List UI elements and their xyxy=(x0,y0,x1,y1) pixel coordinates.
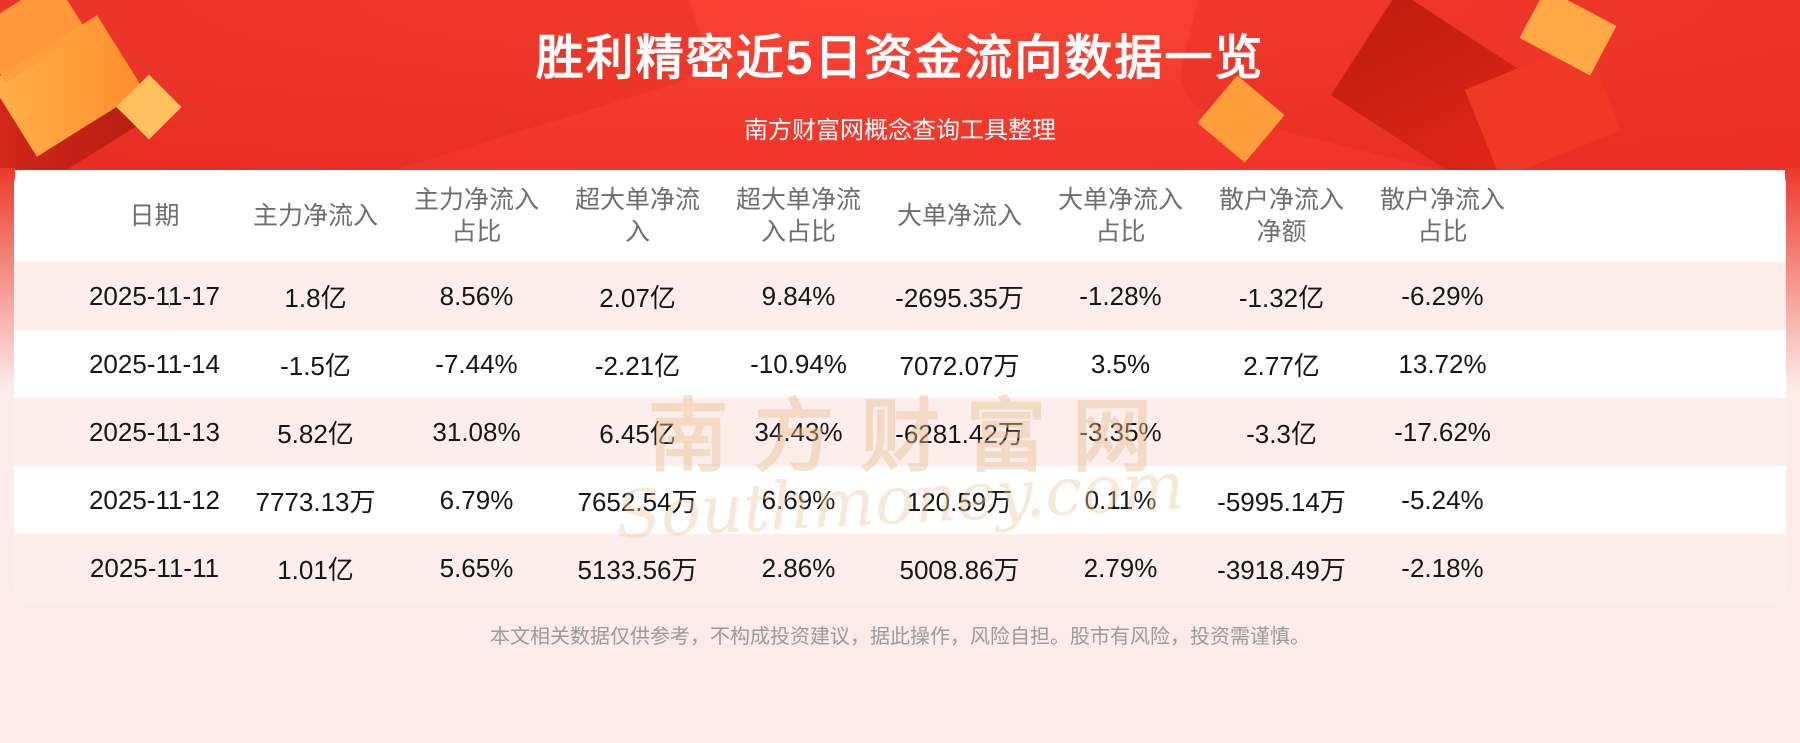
table-cell: 5.82亿 xyxy=(277,418,354,449)
column-header: 大单净流入 占比 xyxy=(1057,185,1183,247)
table-cell: -10.94% xyxy=(750,348,847,379)
table-cell: 2025-11-17 xyxy=(88,280,221,311)
table-header-row: 日期 主力净流入 主力净流入 占比 超大单净流 入超大单净流 入占比 大单净流入 大单净流… xyxy=(14,170,1786,262)
table-cell: 3.5% xyxy=(1090,348,1151,379)
table-cell: 2.79% xyxy=(1083,552,1158,583)
table-cell: -6.29% xyxy=(1401,280,1484,311)
column-header: 日期 xyxy=(129,201,180,230)
page-subtitle: 南方财富网概念查询工具整理 xyxy=(744,117,1056,144)
table-cell: -7.44% xyxy=(435,348,518,379)
fund-flow-table: 日期 主力净流入 主力净流入 占比 超大单净流 入超大单净流 入占比 大单净流入 大单净流… xyxy=(14,170,1786,602)
table-cell: -3.3亿 xyxy=(1246,418,1317,449)
table-cell: 2025-11-11 xyxy=(89,552,220,583)
table-cell: -1.5亿 xyxy=(280,350,351,381)
table-cell: 5133.56万 xyxy=(577,554,698,585)
table-cell: 7652.54万 xyxy=(577,486,698,517)
table-cell: -5.24% xyxy=(1401,484,1484,515)
column-header: 超大单净流 入 xyxy=(574,185,700,247)
table-cell: -5995.14万 xyxy=(1217,486,1346,517)
table-cell: 2.77亿 xyxy=(1243,350,1320,381)
table-cell: -2.18% xyxy=(1401,552,1484,583)
table-row: 2025-11-13 5.82亿 31.08% 6.45亿 34.43% -6281.42… xyxy=(14,398,1786,466)
table-cell: 6.69% xyxy=(761,484,836,515)
side-ribbon-left xyxy=(0,168,15,388)
table-cell: 2025-11-13 xyxy=(88,416,221,447)
table-cell: 31.08% xyxy=(432,416,521,447)
column-header: 主力净流入 占比 xyxy=(413,185,539,247)
table-cell: 8.56% xyxy=(439,280,514,311)
table-cell: 2.86% xyxy=(761,552,836,583)
table-cell: -2.21亿 xyxy=(594,350,681,381)
table-cell: -2695.35万 xyxy=(895,282,1024,313)
table-cell: -1.32亿 xyxy=(1238,282,1325,313)
table-cell: 2025-11-14 xyxy=(88,348,221,379)
table-cell: 9.84% xyxy=(761,280,836,311)
table-row: 2025-11-11 1.01亿 5.65% 5133.56万 2.86% 5008.86… xyxy=(14,534,1786,602)
column-header: 散户净流入 净额 xyxy=(1218,185,1344,247)
table-cell: 34.43% xyxy=(754,416,843,447)
table-cell: -6281.42万 xyxy=(895,418,1024,449)
table-cell: 5008.86万 xyxy=(899,554,1020,585)
table-row: 2025-11-14 -1.5亿 -7.44% -2.21亿 -10.94% 7072.0… xyxy=(14,330,1786,398)
page-title: 胜利精密近5日资金流向数据一览 xyxy=(535,32,1265,85)
table-cell: 5.65% xyxy=(439,552,514,583)
column-header: 主力净流入 xyxy=(252,201,378,230)
table-cell: 2.07亿 xyxy=(599,282,676,313)
column-header: 散户净流入 占比 xyxy=(1379,185,1505,247)
table-cell: 7072.07万 xyxy=(899,350,1020,381)
column-header: 超大单净流 入占比 xyxy=(735,185,861,247)
table-cell: 13.72% xyxy=(1398,348,1487,379)
header-banner: 胜利精密近5日资金流向数据一览 南方财富网概念查询工具整理 xyxy=(0,0,1800,170)
table-body: 2025-11-17 1.8亿 8.56% 2.07亿 9.84% -2695.35万 -1… xyxy=(14,262,1786,602)
table-cell: 6.79% xyxy=(439,484,514,515)
table-cell: 7773.13万 xyxy=(255,486,376,517)
disclaimer-text: 本文相关数据仅供参考，不构成投资建议，据此操作，风险自担。股市有风险，投资需谨慎… xyxy=(490,626,1310,648)
table-cell: 6.45亿 xyxy=(599,418,676,449)
table-cell: 2025-11-12 xyxy=(88,484,221,515)
side-ribbon-right xyxy=(1785,168,1800,388)
table-cell: -17.62% xyxy=(1394,416,1491,447)
table-cell: -1.28% xyxy=(1079,280,1162,311)
table-cell: -3.35% xyxy=(1079,416,1162,447)
table-row: 2025-11-12 7773.13万 6.79% 7652.54万 6.69% 120.… xyxy=(14,466,1786,534)
column-header: 大单净流入 xyxy=(896,201,1022,230)
table-cell: 0.11% xyxy=(1084,484,1157,515)
table-row: 2025-11-17 1.8亿 8.56% 2.07亿 9.84% -2695.35万 -1… xyxy=(14,262,1786,330)
table-cell: 1.8亿 xyxy=(284,282,347,313)
table-cell: 120.59万 xyxy=(906,486,1013,517)
table-cell: 1.01亿 xyxy=(277,554,354,585)
table-cell: -3918.49万 xyxy=(1217,554,1346,585)
